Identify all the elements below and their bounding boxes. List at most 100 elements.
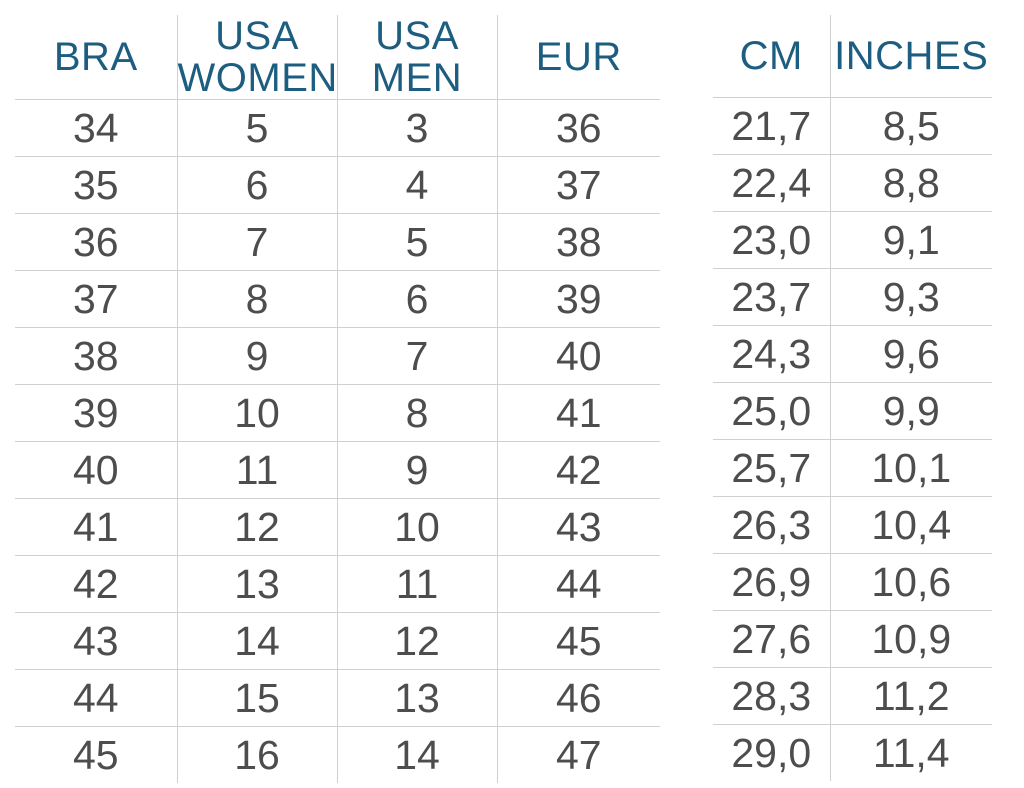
table-cell: 4 <box>337 156 498 214</box>
table-row: 42 13 11 44 <box>15 555 660 613</box>
table-cell: 9 <box>337 441 498 499</box>
table-cell: 26,3 <box>713 496 831 554</box>
table-cell: 9 <box>177 327 338 385</box>
table-cell: 26,9 <box>713 553 831 611</box>
table-cell: 44 <box>497 555 660 613</box>
table-cell: 27,6 <box>713 610 831 668</box>
column-header-usa-women: USA WOMEN <box>177 14 338 100</box>
table-cell: 10 <box>177 384 338 442</box>
table-cell: 45 <box>15 726 178 783</box>
table-row: 22,4 8,8 <box>713 154 992 212</box>
table-cell: 21,7 <box>713 97 831 155</box>
table-row: 34 5 3 36 <box>15 99 660 157</box>
table-cell: 42 <box>15 555 178 613</box>
table-cell: 6 <box>177 156 338 214</box>
column-header-cm: CM <box>713 15 831 98</box>
table-cell: 10 <box>337 498 498 556</box>
table-row: 37 8 6 39 <box>15 270 660 328</box>
table-cell: 43 <box>15 612 178 670</box>
table-cell: 12 <box>177 498 338 556</box>
table-cell: 37 <box>15 270 178 328</box>
table-cell: 10,6 <box>830 553 992 611</box>
table-cell: 25,7 <box>713 439 831 497</box>
table-cell: 23,7 <box>713 268 831 326</box>
table-row: 43 14 12 45 <box>15 612 660 670</box>
table-row: 29,0 11,4 <box>713 724 992 781</box>
table-row: 39 10 8 41 <box>15 384 660 442</box>
table-cell: 11,2 <box>830 667 992 725</box>
table-row: 27,6 10,9 <box>713 610 992 668</box>
column-header-inches: INCHES <box>830 15 992 98</box>
header-row: CM INCHES <box>713 15 992 98</box>
table-row: 28,3 11,2 <box>713 667 992 725</box>
table-cell: 28,3 <box>713 667 831 725</box>
table-cell: 3 <box>337 99 498 157</box>
table-cell: 46 <box>497 669 660 727</box>
table-cell: 6 <box>337 270 498 328</box>
table-cell: 14 <box>177 612 338 670</box>
table-cell: 12 <box>337 612 498 670</box>
table-cell: 5 <box>177 99 338 157</box>
table-cell: 9,3 <box>830 268 992 326</box>
table-row: 23,0 9,1 <box>713 211 992 269</box>
table-cell: 8 <box>337 384 498 442</box>
table-cell: 45 <box>497 612 660 670</box>
table-cell: 15 <box>177 669 338 727</box>
foot-length-table: CM INCHES 21,7 8,5 22,4 8,8 23,0 9,1 23,7 9,3 24,3… <box>713 15 992 781</box>
table-cell: 24,3 <box>713 325 831 383</box>
table-cell: 39 <box>15 384 178 442</box>
column-header-usa-men: USA MEN <box>337 15 498 100</box>
table-row: 24,3 9,6 <box>713 325 992 383</box>
table-row: 45 16 14 47 <box>15 726 660 783</box>
table-cell: 38 <box>497 213 660 271</box>
table-row: 25,7 10,1 <box>713 439 992 497</box>
table-row: 26,3 10,4 <box>713 496 992 554</box>
table-cell: 23,0 <box>713 211 831 269</box>
table-cell: 8 <box>177 270 338 328</box>
table-cell: 11 <box>337 555 498 613</box>
table-cell: 40 <box>497 327 660 385</box>
table-cell: 9,1 <box>830 211 992 269</box>
table-row: 35 6 4 37 <box>15 156 660 214</box>
table-cell: 43 <box>497 498 660 556</box>
table-row: 38 9 7 40 <box>15 327 660 385</box>
table-cell: 47 <box>555 731 602 778</box>
table-cell: 8,5 <box>830 97 992 155</box>
size-conversion-area: BRA USA WOMEN USA MEN EUR 34 5 3 36 35 6 4 37 36 7 5 38… <box>15 15 992 783</box>
table-cell: 11,4 <box>872 729 950 776</box>
table-cell: 38 <box>15 327 178 385</box>
header-row: BRA USA WOMEN USA MEN EUR <box>15 15 660 100</box>
table-cell: 13 <box>337 669 498 727</box>
table-cell: 36 <box>15 213 178 271</box>
table-cell: 29,0 <box>713 724 831 781</box>
table-row: 36 7 5 38 <box>15 213 660 271</box>
table-cell: 44 <box>15 669 178 727</box>
table-cell: 9,6 <box>830 325 992 383</box>
shoe-size-conversion-table: BRA USA WOMEN USA MEN EUR 34 5 3 36 35 6 4 37 36 7 5 38… <box>15 15 660 783</box>
table-cell: 37 <box>497 156 660 214</box>
table-row: 21,7 8,5 <box>713 97 992 155</box>
table-cell: 11 <box>177 441 338 499</box>
table-row: 26,9 10,6 <box>713 553 992 611</box>
table-cell: 10,1 <box>830 439 992 497</box>
table-cell: 22,4 <box>713 154 831 212</box>
table-row: 23,7 9,3 <box>713 268 992 326</box>
table-row: 25,0 9,9 <box>713 382 992 440</box>
table-cell: 34 <box>15 99 178 157</box>
table-cell: 5 <box>337 213 498 271</box>
table-cell: 8,8 <box>830 154 992 212</box>
table-cell: 41 <box>15 498 178 556</box>
table-cell: 35 <box>15 156 178 214</box>
table-cell: 42 <box>497 441 660 499</box>
column-header-eur: EUR <box>497 15 660 100</box>
table-cell: 10,9 <box>830 610 992 668</box>
table-row: 41 12 10 43 <box>15 498 660 556</box>
table-cell: 39 <box>497 270 660 328</box>
table-cell: 13 <box>177 555 338 613</box>
table-cell: 9,9 <box>830 382 992 440</box>
table-cell: 25,0 <box>713 382 831 440</box>
table-cell: 16 <box>177 726 338 783</box>
table-row: 40 11 9 42 <box>15 441 660 499</box>
column-header-bra: BRA <box>15 15 178 100</box>
table-cell: 7 <box>177 213 338 271</box>
